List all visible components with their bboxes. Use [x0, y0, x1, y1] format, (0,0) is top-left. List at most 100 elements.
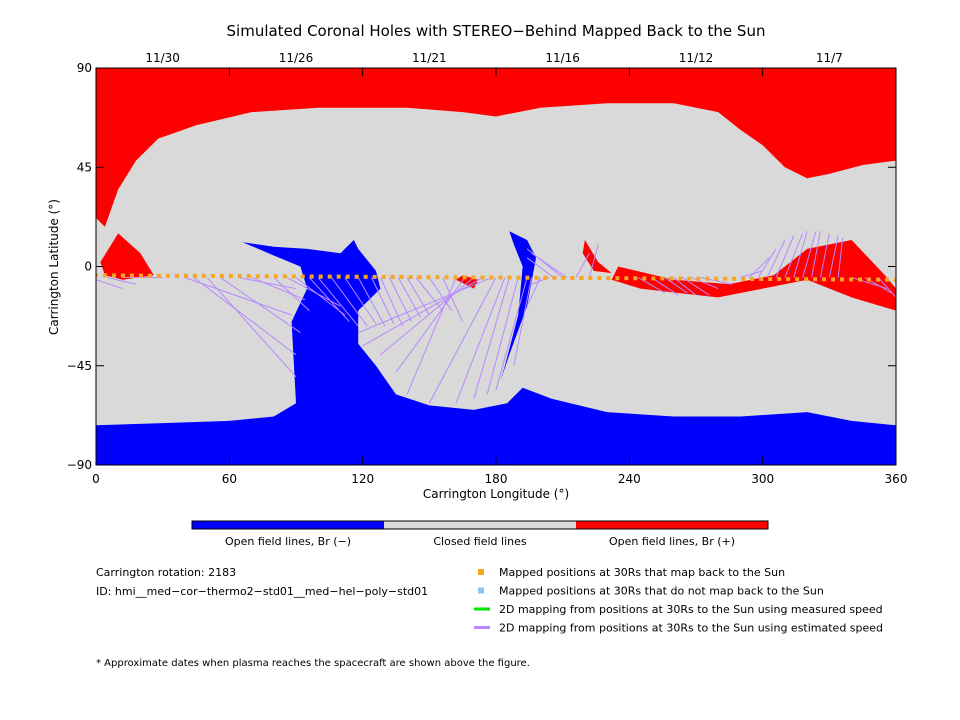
positive-patch-2 [582, 240, 612, 274]
mapped-position [840, 277, 845, 282]
mapping-line [379, 277, 404, 327]
footnote: * Approximate dates when plasma reaches … [96, 658, 530, 669]
mapping-line [495, 277, 528, 391]
mapped-position [453, 275, 458, 280]
mapped-position [534, 275, 539, 280]
top-date-label: 11/26 [279, 51, 314, 65]
mapping-line [526, 248, 563, 278]
mapping-line [513, 277, 533, 366]
x-tick-label: 120 [351, 472, 374, 486]
mapping-line [793, 231, 808, 278]
mapping-line [295, 277, 346, 316]
legend-marker [478, 587, 484, 594]
mapped-position [759, 276, 764, 281]
mapping-line [308, 277, 350, 322]
colorbar-label: Open field lines, Br (+) [609, 535, 735, 548]
colorbar-segment [192, 521, 384, 529]
mapped-position [291, 274, 296, 279]
mapped-position [111, 273, 116, 278]
model-id: ID: hmi__med−cor−thermo2−std01__med−hel−… [96, 585, 428, 598]
mapped-position [282, 274, 287, 279]
colorbar-label: Closed field lines [433, 535, 527, 548]
mapping-line [775, 235, 795, 278]
mapped-position [732, 276, 737, 281]
legend-marker [478, 569, 484, 575]
mapped-position [327, 274, 332, 279]
carrington-rotation: Carrington rotation: 2183 [96, 566, 236, 579]
y-axis-ticks: 90 45 0 −45 −90 [67, 61, 896, 472]
mapped-position [318, 274, 323, 279]
mapping-line [415, 277, 444, 311]
mapped-position [489, 275, 494, 280]
chart-title: Simulated Coronal Holes with STEREO−Behi… [227, 22, 766, 40]
mapped-position [804, 277, 809, 282]
mapping-line [486, 277, 519, 395]
mapped-position [786, 277, 791, 282]
mapping-line [819, 233, 830, 278]
mapped-position [309, 274, 314, 279]
mapping-line [473, 277, 510, 399]
mapping-line [406, 277, 430, 316]
mapped-position [642, 276, 647, 281]
mapping-line [837, 237, 844, 278]
y-tick-label: 45 [77, 160, 92, 174]
mapped-position [543, 275, 548, 280]
legend: Mapped positions at 30Rs that map back t… [474, 566, 883, 635]
mapping-line [380, 277, 475, 356]
mapping-line [331, 277, 368, 327]
mapping-line [588, 244, 599, 278]
mapping-line [757, 248, 777, 278]
mapped-position [678, 276, 683, 281]
legend-label: Mapped positions at 30Rs that do not map… [499, 585, 824, 598]
mapping-line [317, 277, 359, 327]
mapped-position [849, 277, 854, 282]
mapped-position [867, 277, 872, 282]
mapped-position [894, 277, 896, 282]
colorbar-frame [191, 520, 769, 530]
mapping-line [371, 277, 395, 325]
mapped-position [876, 277, 881, 282]
mapped-position [507, 275, 512, 280]
mapped-position [822, 277, 827, 282]
mapping-line [575, 253, 590, 278]
mapped-position [471, 275, 476, 280]
mapping-line [357, 277, 386, 327]
mapped-position [795, 277, 800, 282]
mapping-line [251, 277, 306, 301]
mapped-position [372, 274, 377, 279]
mapping-line [673, 277, 697, 296]
mapped-position [633, 276, 638, 281]
mapping-line [220, 277, 301, 334]
mapped-position [219, 274, 224, 279]
mapped-position [381, 274, 386, 279]
north-positive-coronal-hole [96, 68, 896, 227]
top-date-labels: 11/30 11/26 11/21 11/16 11/12 11/7 [145, 51, 842, 65]
y-axis-label: Carrington Latitude (°) [47, 199, 61, 335]
mapped-position [660, 276, 665, 281]
mapped-position [156, 273, 161, 278]
mapped-position [354, 274, 359, 279]
colorbar-segment [384, 521, 576, 529]
mapped-position [705, 276, 710, 281]
plot-area [96, 68, 896, 465]
mapped-position [525, 275, 530, 280]
mapped-position [273, 274, 278, 279]
mapped-position [102, 273, 107, 278]
x-tick-label: 240 [618, 472, 641, 486]
mapped-position [669, 276, 674, 281]
mapped-positions [96, 273, 896, 282]
mapping-line [691, 277, 719, 290]
mapping-line [455, 277, 506, 404]
negative-strip [500, 231, 536, 382]
x-tick-label: 180 [485, 472, 508, 486]
x-tick-label: 0 [92, 472, 100, 486]
top-date-label: 11/21 [412, 51, 447, 65]
mapped-position [300, 274, 305, 279]
mapped-position [831, 277, 836, 282]
mapping-line [811, 231, 821, 278]
mapped-position [768, 277, 773, 282]
legend-label: Mapped positions at 30Rs that map back t… [499, 566, 785, 579]
mapping-line [362, 277, 483, 347]
mapping-line [358, 277, 492, 334]
y-tick-label: 0 [84, 260, 92, 274]
